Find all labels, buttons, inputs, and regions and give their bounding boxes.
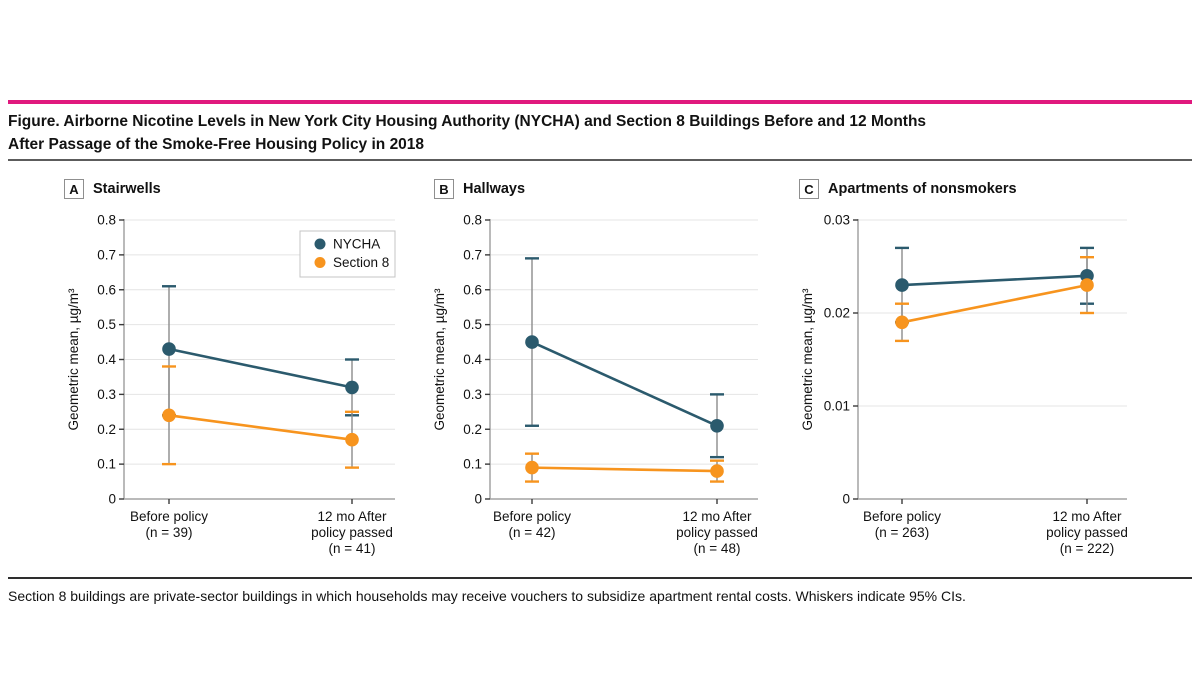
- x-category-label: Before policy: [130, 509, 208, 524]
- x-category-label: Before policy: [863, 509, 941, 524]
- panel-a-title: Stairwells: [93, 181, 161, 197]
- y-tick-label: 0.03: [824, 213, 850, 228]
- accent-rule: [8, 100, 1192, 104]
- title-divider-rule: [8, 159, 1192, 161]
- panel-b-letter-badge: B: [434, 179, 454, 199]
- y-tick-label: 0.2: [463, 422, 482, 437]
- y-tick-label: 0.6: [97, 282, 116, 297]
- panel-c-title: Apartments of nonsmokers: [828, 181, 1017, 197]
- y-tick-label: 0: [842, 492, 850, 507]
- data-point-section-8: [525, 460, 539, 475]
- x-category-label: (n = 48): [694, 541, 741, 556]
- series-line-section-8: [901, 283, 1088, 324]
- panel-a-header: A Stairwells: [64, 179, 161, 199]
- x-category-label: 12 mo After: [317, 509, 387, 524]
- data-point-nycha: [525, 335, 539, 349]
- data-point-section-8: [162, 408, 176, 423]
- data-point-nycha: [162, 342, 176, 356]
- series-line-section-8: [168, 414, 353, 442]
- y-tick-label: 0.7: [463, 247, 482, 262]
- x-category-label: (n = 222): [1060, 541, 1114, 556]
- panel-b-title: Hallways: [463, 181, 526, 197]
- y-tick-label: 0.2: [97, 422, 116, 437]
- y-tick-label: 0.3: [97, 387, 116, 402]
- y-axis-title: Geometric mean, µg/m³: [66, 288, 81, 431]
- y-tick-label: 0.7: [97, 247, 116, 262]
- x-category-label: Before policy: [493, 509, 571, 524]
- y-tick-label: 0.3: [463, 387, 482, 402]
- figure-title-line1: Figure. Airborne Nicotine Levels in New …: [8, 113, 927, 130]
- x-category-label: (n = 42): [509, 525, 556, 540]
- data-point-nycha: [345, 380, 359, 395]
- x-category-label: 12 mo After: [1052, 509, 1122, 524]
- data-point-section-8: [895, 315, 909, 330]
- panel-c-header: C Apartments of nonsmokers: [799, 179, 1017, 199]
- panel-c-letter-badge: C: [799, 179, 819, 199]
- data-point-section-8: [1080, 278, 1094, 292]
- x-category-label: policy passed: [1046, 525, 1128, 540]
- footnote-divider-rule: [8, 577, 1192, 579]
- y-tick-label: 0.02: [824, 306, 850, 321]
- y-tick-label: 0.8: [463, 213, 482, 228]
- y-tick-label: 0: [108, 492, 116, 507]
- x-category-label: (n = 263): [875, 525, 929, 540]
- series-line-nycha: [531, 340, 718, 427]
- data-point-section-8: [345, 432, 359, 447]
- series-line-section-8: [531, 466, 718, 473]
- x-category-label: policy passed: [676, 525, 758, 540]
- data-point-nycha: [1080, 269, 1094, 283]
- y-tick-label: 0.5: [463, 317, 482, 332]
- x-category-label: (n = 41): [329, 541, 376, 556]
- x-category-label: (n = 39): [146, 525, 193, 540]
- data-point-section-8: [710, 464, 724, 478]
- legend-marker-section-8: [314, 257, 326, 268]
- legend-box: [299, 230, 396, 278]
- legend-label: Section 8: [333, 255, 389, 270]
- panel-a-letter-badge: A: [64, 179, 84, 199]
- series-line-nycha: [168, 347, 353, 389]
- y-tick-label: 0.6: [463, 282, 482, 297]
- figure-title: Figure. Airborne Nicotine Levels in New …: [8, 110, 926, 156]
- y-tick-label: 0.1: [463, 457, 482, 472]
- legend-label: NYCHA: [333, 237, 380, 252]
- x-category-label: 12 mo After: [682, 509, 752, 524]
- figure-title-line2: After Passage of the Smoke-Free Housing …: [8, 136, 425, 153]
- panel-b-header: B Hallways: [434, 179, 525, 199]
- y-axis-title: Geometric mean, µg/m³: [800, 288, 815, 431]
- y-axis-title: Geometric mean, µg/m³: [432, 288, 447, 431]
- y-tick-label: 0.4: [97, 352, 116, 367]
- y-tick-label: 0.8: [97, 213, 116, 228]
- y-tick-label: 0.5: [97, 317, 116, 332]
- y-tick-label: 0.01: [824, 399, 850, 414]
- legend-marker-nycha: [314, 238, 326, 250]
- chart-panel-c-apartments: 0 0.01 0.02 0.03 Before policy(n = 263) 12 mo…: [800, 213, 1128, 557]
- figure-footnote: Section 8 buildings are private-sector b…: [8, 588, 966, 604]
- series-line-nycha: [901, 274, 1088, 287]
- x-category-label: policy passed: [311, 525, 393, 540]
- data-point-nycha: [895, 278, 909, 292]
- y-tick-label: 0: [474, 492, 482, 507]
- y-tick-label: 0.4: [463, 352, 482, 367]
- data-point-nycha: [710, 418, 724, 433]
- y-tick-label: 0.1: [97, 457, 116, 472]
